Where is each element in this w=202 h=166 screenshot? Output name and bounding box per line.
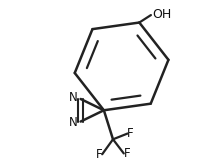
Text: F: F xyxy=(127,127,134,140)
Text: OH: OH xyxy=(152,8,171,21)
Text: N: N xyxy=(69,91,78,104)
Text: F: F xyxy=(96,148,103,161)
Text: F: F xyxy=(123,147,130,160)
Text: N: N xyxy=(69,116,78,129)
